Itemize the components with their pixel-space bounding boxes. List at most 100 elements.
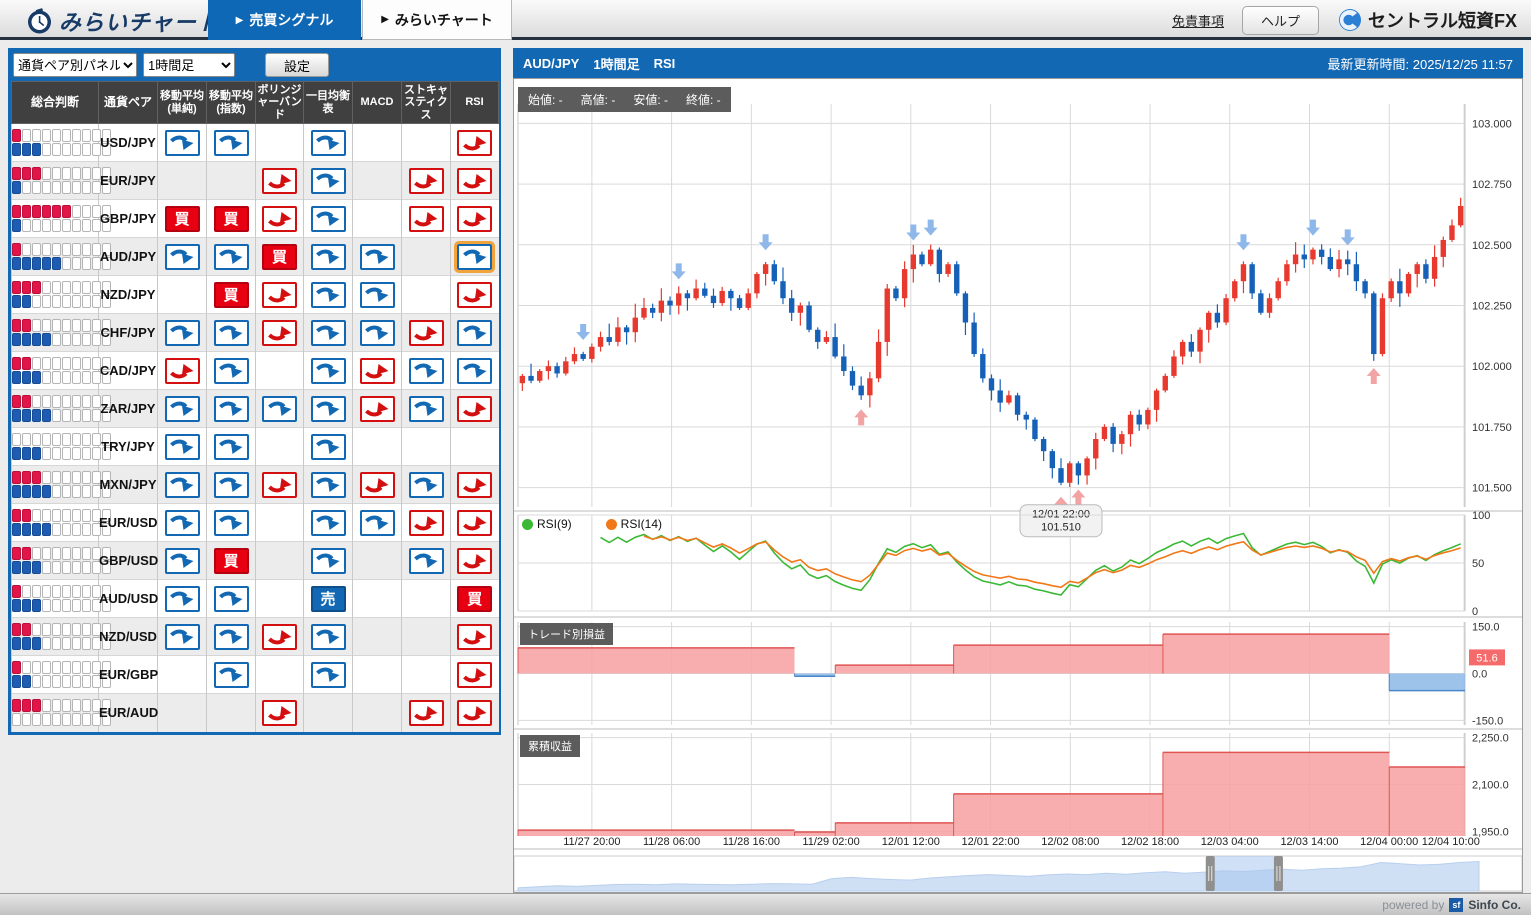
signal-button[interactable] bbox=[310, 661, 346, 688]
signal-button[interactable] bbox=[310, 281, 346, 308]
signal-button[interactable] bbox=[213, 319, 249, 346]
signal-button[interactable] bbox=[408, 319, 444, 346]
signal-button[interactable] bbox=[262, 471, 297, 498]
help-button[interactable]: ヘルプ bbox=[1241, 5, 1319, 35]
signal-button[interactable] bbox=[454, 240, 496, 273]
signal-button[interactable] bbox=[213, 623, 249, 650]
chart-area[interactable]: 始値: - 高値: - 安値: - 終値: - RSI(9) RSI(14) ト… bbox=[513, 78, 1523, 893]
signal-button[interactable] bbox=[457, 205, 493, 232]
signal-button[interactable] bbox=[310, 509, 346, 536]
buy-signal-button[interactable]: 買 bbox=[213, 547, 249, 574]
signal-button[interactable] bbox=[164, 585, 200, 612]
signal-button[interactable] bbox=[408, 395, 444, 422]
signal-button[interactable] bbox=[359, 471, 395, 498]
signal-button[interactable] bbox=[457, 395, 493, 422]
signal-button[interactable] bbox=[310, 623, 346, 650]
signal-button[interactable] bbox=[457, 319, 493, 346]
navigator-handle[interactable] bbox=[1273, 856, 1283, 891]
signal-button[interactable] bbox=[262, 699, 297, 726]
signal-button[interactable] bbox=[213, 471, 249, 498]
signal-button[interactable] bbox=[262, 623, 297, 650]
svg-text:101.500: 101.500 bbox=[1472, 483, 1512, 495]
signal-button[interactable] bbox=[213, 243, 249, 270]
signal-button[interactable] bbox=[408, 699, 444, 726]
signal-button[interactable] bbox=[262, 167, 297, 194]
signal-button[interactable] bbox=[408, 357, 444, 384]
signal-button[interactable] bbox=[408, 509, 444, 536]
navigator-handle[interactable] bbox=[1205, 856, 1215, 891]
signal-button[interactable] bbox=[213, 661, 249, 688]
signal-button[interactable] bbox=[213, 433, 249, 460]
signal-button[interactable] bbox=[213, 129, 249, 156]
column-header-6: MACD bbox=[352, 81, 402, 124]
signal-button[interactable] bbox=[457, 357, 493, 384]
signal-button[interactable] bbox=[408, 205, 444, 232]
timeframe-select[interactable]: 1時間足 bbox=[143, 53, 235, 77]
sell-signal-button[interactable]: 売 bbox=[310, 585, 346, 612]
settings-button[interactable]: 設定 bbox=[265, 53, 329, 77]
signal-button[interactable] bbox=[164, 433, 200, 460]
signal-button[interactable] bbox=[359, 357, 395, 384]
buy-signal-button[interactable]: 買 bbox=[164, 205, 200, 232]
signal-button[interactable] bbox=[164, 243, 200, 270]
signal-button[interactable] bbox=[359, 395, 395, 422]
signal-button[interactable] bbox=[164, 471, 200, 498]
signal-button[interactable] bbox=[408, 547, 444, 574]
signal-button[interactable] bbox=[262, 205, 297, 232]
signal-button[interactable] bbox=[359, 281, 395, 308]
signal-button[interactable] bbox=[310, 243, 346, 270]
buy-signal-button[interactable]: 買 bbox=[213, 205, 249, 232]
signal-button[interactable] bbox=[164, 395, 200, 422]
signal-button[interactable] bbox=[408, 471, 444, 498]
signal-button[interactable] bbox=[310, 433, 346, 460]
signal-button[interactable] bbox=[262, 281, 297, 308]
signal-button[interactable] bbox=[457, 129, 493, 156]
price-chart-svg[interactable]: 103.000 102.750 102.500 102.250 102.000 101.7… bbox=[513, 79, 1523, 892]
signal-button[interactable] bbox=[310, 547, 346, 574]
signal-button[interactable] bbox=[457, 623, 493, 650]
signal-button[interactable] bbox=[359, 509, 395, 536]
signal-button[interactable] bbox=[310, 395, 346, 422]
signal-button[interactable] bbox=[164, 129, 200, 156]
panel-type-select[interactable]: 通貨ペア別パネル bbox=[13, 53, 137, 77]
signal-button[interactable] bbox=[310, 357, 346, 384]
signal-button[interactable] bbox=[262, 319, 297, 346]
overall-judgement-gauge bbox=[11, 465, 111, 504]
down-arrow-icon bbox=[316, 477, 340, 492]
tab-trade-signal[interactable]: ▶ 売買シグナル bbox=[208, 0, 361, 40]
tab-mirai-chart[interactable]: ▶ みらいチャート bbox=[362, 0, 512, 40]
signal-button[interactable] bbox=[359, 319, 395, 346]
signal-button[interactable] bbox=[164, 623, 200, 650]
signal-button[interactable] bbox=[310, 471, 346, 498]
signal-button[interactable] bbox=[213, 395, 249, 422]
signal-button[interactable] bbox=[457, 547, 493, 574]
signal-cell bbox=[352, 427, 402, 466]
buy-signal-button[interactable]: 買 bbox=[457, 585, 493, 612]
disclaimer-link[interactable]: 免責事項 bbox=[1171, 13, 1224, 29]
signal-button[interactable] bbox=[262, 395, 297, 422]
signal-button[interactable] bbox=[457, 167, 493, 194]
signal-button[interactable] bbox=[164, 357, 200, 384]
signal-button[interactable] bbox=[457, 661, 493, 688]
signal-button[interactable] bbox=[213, 509, 249, 536]
signal-button[interactable] bbox=[213, 357, 249, 384]
signal-button[interactable] bbox=[310, 167, 346, 194]
signal-button[interactable] bbox=[457, 281, 493, 308]
signal-button[interactable] bbox=[359, 243, 395, 270]
signal-button[interactable] bbox=[213, 585, 249, 612]
signal-button[interactable] bbox=[310, 319, 346, 346]
down-arrow-icon bbox=[316, 211, 340, 226]
signal-button[interactable] bbox=[164, 319, 200, 346]
signal-button[interactable] bbox=[408, 167, 444, 194]
signal-button[interactable] bbox=[310, 129, 346, 156]
signal-button[interactable] bbox=[310, 205, 346, 232]
buy-signal-button[interactable]: 買 bbox=[262, 243, 297, 270]
signal-button[interactable] bbox=[457, 471, 493, 498]
signal-cell bbox=[303, 275, 353, 314]
signal-cell bbox=[352, 503, 402, 542]
signal-button[interactable] bbox=[164, 509, 200, 536]
buy-signal-button[interactable]: 買 bbox=[213, 281, 249, 308]
signal-button[interactable] bbox=[164, 547, 200, 574]
signal-button[interactable] bbox=[457, 699, 493, 726]
signal-button[interactable] bbox=[457, 509, 493, 536]
